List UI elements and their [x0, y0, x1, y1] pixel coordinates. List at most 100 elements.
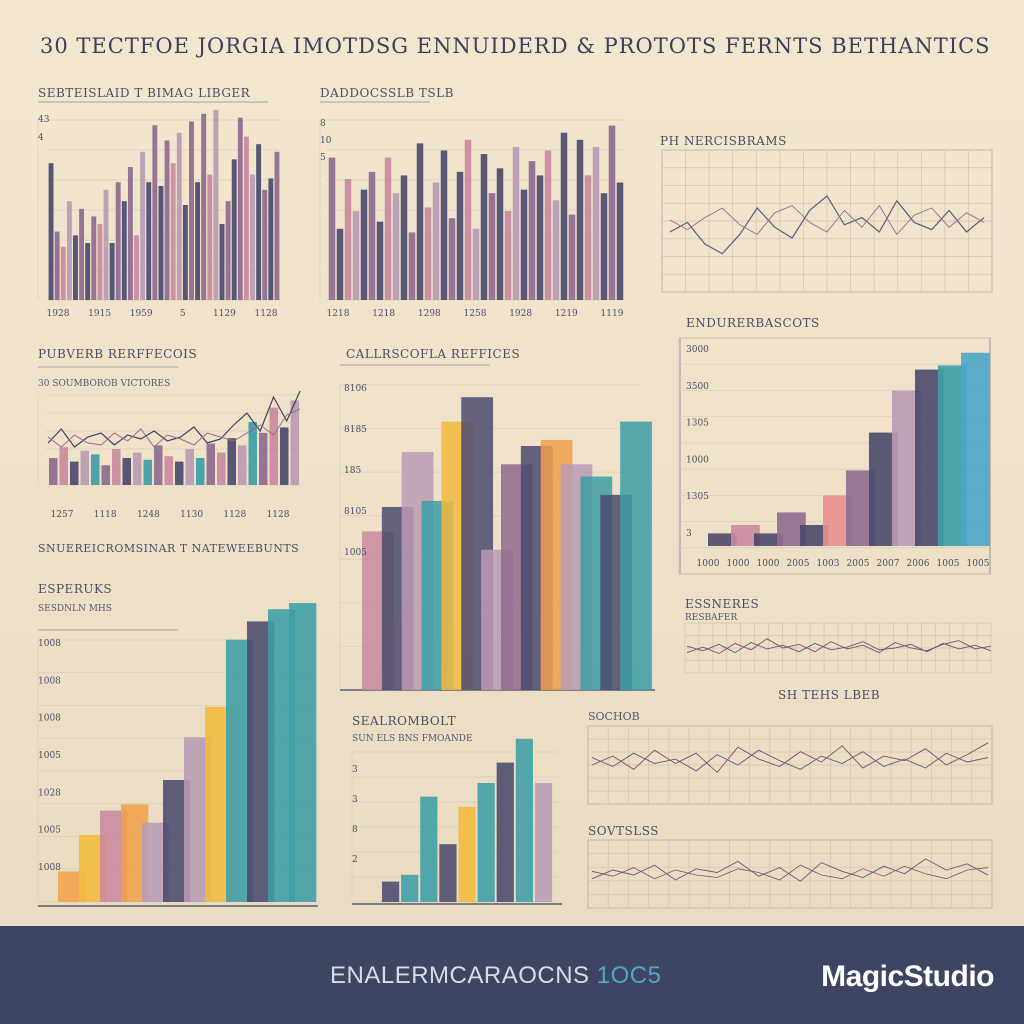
chart-title: SNUEREICROMSINAR T NATEWEEBUNTS: [38, 542, 300, 555]
chart-title: SEBTEISLAID T BIMAG LIBGER: [38, 86, 251, 100]
tick-label: 1008: [38, 863, 61, 873]
bar: [336, 228, 344, 300]
bar: [80, 450, 89, 485]
bar: [175, 461, 184, 485]
tick-label: 1118: [94, 510, 117, 520]
bar: [269, 407, 278, 485]
chart-svg: 1008 1008 1008 1005 1028 1005 1008: [37, 603, 318, 907]
bar: [121, 201, 127, 300]
bar: [101, 465, 110, 485]
bar: [280, 427, 289, 485]
panel-line-bar-chart: PUBVERB RERFFECOIS 30 SOUMBOROB VICTORES…: [37, 345, 303, 530]
bar: [392, 193, 400, 300]
footer-caption: ENALERMCARAOCNS 1OC5: [330, 962, 661, 990]
tick-label: 1000: [757, 559, 780, 569]
bar: [259, 432, 268, 485]
tick-label: 1005: [344, 548, 367, 558]
bar: [70, 461, 79, 485]
bar: [91, 216, 97, 300]
bar: [289, 603, 317, 902]
panel-bar-chart-4: ENDURERBASCOTS 3000 3500 1305 1000 1305 3 1000…: [677, 312, 994, 577]
chart-title: SH TEHS LBEB: [778, 688, 881, 702]
chart-title: SOVTSLSS: [588, 824, 659, 838]
tick-label: 1005: [38, 751, 61, 761]
bar: [568, 214, 576, 300]
tick-label: 2006: [907, 559, 930, 569]
chart-svg: 3000 3500 1305 1000 1305 3 1000 1000 1000 2005 100…: [677, 337, 991, 575]
bar: [231, 159, 237, 300]
bar: [439, 844, 457, 902]
bar: [528, 161, 536, 300]
bar: [97, 224, 103, 300]
bar: [158, 186, 164, 300]
chart-subtitle: 30 SOUMBOROB VICTORES: [38, 379, 171, 389]
bar: [536, 175, 544, 300]
bar: [185, 449, 194, 485]
bar: [496, 168, 504, 300]
bar: [227, 438, 236, 485]
bar: [616, 182, 624, 300]
brand-logo[interactable]: MagicStudio: [821, 960, 994, 993]
panel-line-chart-2: ESSNERES RESBAFER: [684, 595, 995, 675]
chart-svg: [587, 725, 993, 805]
tick-label: 8185: [344, 425, 367, 435]
tick-label: 1128: [255, 309, 278, 319]
tick-label: 2005: [847, 559, 870, 569]
bar: [109, 243, 115, 300]
bar: [196, 458, 205, 485]
bar: [448, 218, 456, 300]
tick-label: 8: [320, 119, 326, 129]
bar: [584, 175, 592, 300]
bar: [328, 157, 336, 300]
tick-label: 1248: [137, 510, 160, 520]
bar: [164, 456, 173, 485]
tick-label: 1000: [727, 559, 750, 569]
footer-bar: ENALERMCARAOCNS 1OC5 MagicStudio: [0, 926, 1024, 1024]
tick-label: 1305: [686, 419, 709, 429]
tick-label: 3: [352, 795, 358, 805]
bar: [400, 175, 408, 300]
tick-label: 1005: [967, 559, 990, 569]
panel-bar-chart-5: ESPERUKS SESDNLN MHS 1008 1008 1008 1005 102…: [37, 580, 318, 910]
chart-svg: 43 4 1928 1915 1959 5 1129 1128: [37, 101, 280, 319]
chart-title: ESSNERES: [685, 597, 760, 611]
tick-label: 1959: [130, 309, 153, 319]
tick-label: 8: [352, 825, 358, 835]
tick-label: 3: [686, 529, 692, 539]
tick-label: 1218: [372, 309, 395, 319]
chart-svg: [661, 149, 993, 293]
footer-caption-main: ENALERMCARAOCNS: [330, 962, 590, 989]
tick-label: 2005: [787, 559, 810, 569]
bar: [243, 136, 249, 300]
bar: [274, 151, 280, 300]
bar: [85, 243, 91, 300]
tick-label: 1257: [51, 510, 74, 520]
bar: [376, 221, 384, 300]
tick-label: 1128: [267, 510, 290, 520]
bar: [268, 178, 274, 300]
bar: [416, 143, 424, 300]
bar: [477, 783, 495, 902]
bar: [112, 449, 121, 485]
tick-label: 43: [38, 115, 50, 125]
bar: [60, 246, 66, 300]
chart-title: CALLRSCOFLA REFFICES: [346, 347, 521, 361]
bar: [592, 146, 600, 300]
bar: [401, 874, 419, 902]
bar: [54, 231, 60, 300]
series-line: [47, 390, 301, 448]
bar: [344, 178, 352, 300]
tick-label: 2007: [877, 559, 900, 569]
bar: [134, 235, 139, 300]
tick-label: 2: [352, 855, 358, 865]
bar: [59, 447, 68, 485]
tick-label: 1028: [38, 788, 61, 798]
chart-subtitle: SESDNLN MHS: [38, 604, 112, 614]
tick-label: 1119: [601, 309, 624, 319]
bar: [368, 171, 376, 300]
page-title: 30 TECTFOE JORGIA IMOTDSG ENNUIDERD & PR…: [40, 34, 991, 58]
bar: [480, 154, 488, 300]
bar: [600, 193, 608, 300]
bar: [79, 208, 85, 300]
bar: [256, 144, 262, 300]
